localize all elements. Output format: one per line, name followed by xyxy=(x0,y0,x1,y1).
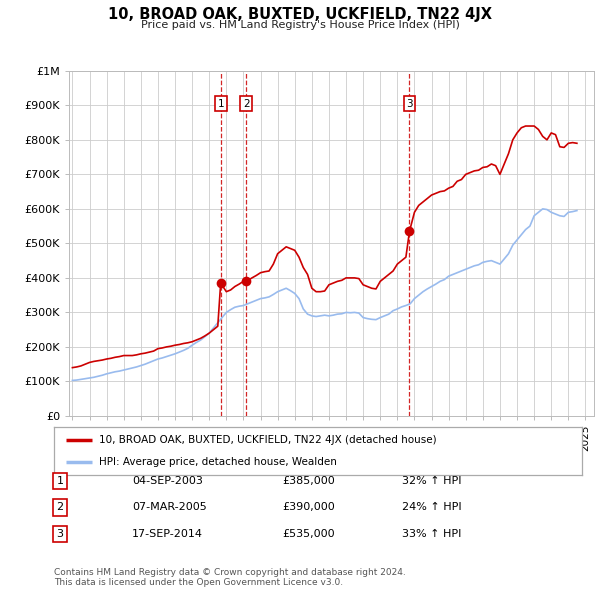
Text: 1: 1 xyxy=(217,99,224,109)
Text: 3: 3 xyxy=(406,99,413,109)
Text: 07-MAR-2005: 07-MAR-2005 xyxy=(132,503,207,512)
Text: Price paid vs. HM Land Registry's House Price Index (HPI): Price paid vs. HM Land Registry's House … xyxy=(140,20,460,30)
Text: Contains HM Land Registry data © Crown copyright and database right 2024.: Contains HM Land Registry data © Crown c… xyxy=(54,568,406,576)
Text: 24% ↑ HPI: 24% ↑ HPI xyxy=(402,503,461,512)
Text: 2: 2 xyxy=(243,99,250,109)
Text: 10, BROAD OAK, BUXTED, UCKFIELD, TN22 4JX: 10, BROAD OAK, BUXTED, UCKFIELD, TN22 4J… xyxy=(108,7,492,22)
Text: £385,000: £385,000 xyxy=(282,476,335,486)
Text: £535,000: £535,000 xyxy=(282,529,335,539)
Text: £390,000: £390,000 xyxy=(282,503,335,512)
Text: 33% ↑ HPI: 33% ↑ HPI xyxy=(402,529,461,539)
Text: This data is licensed under the Open Government Licence v3.0.: This data is licensed under the Open Gov… xyxy=(54,578,343,587)
Text: HPI: Average price, detached house, Wealden: HPI: Average price, detached house, Weal… xyxy=(99,457,337,467)
Text: 2: 2 xyxy=(56,503,64,512)
Text: 04-SEP-2003: 04-SEP-2003 xyxy=(132,476,203,486)
Text: 10, BROAD OAK, BUXTED, UCKFIELD, TN22 4JX (detached house): 10, BROAD OAK, BUXTED, UCKFIELD, TN22 4J… xyxy=(99,435,437,445)
Text: 3: 3 xyxy=(56,529,64,539)
Text: 32% ↑ HPI: 32% ↑ HPI xyxy=(402,476,461,486)
Text: 1: 1 xyxy=(56,476,64,486)
Text: 17-SEP-2014: 17-SEP-2014 xyxy=(132,529,203,539)
